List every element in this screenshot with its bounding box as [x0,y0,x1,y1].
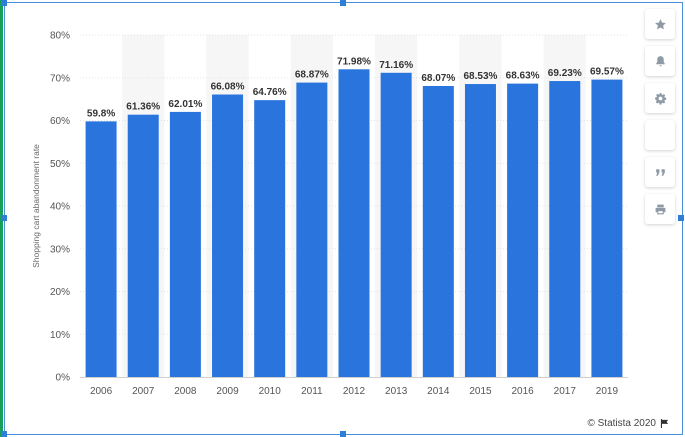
y-tick-label: 30% [50,244,70,255]
data-label: 68.53% [464,71,498,82]
x-tick-label: 2012 [343,386,366,397]
quote-icon [655,168,665,176]
x-tick-label: 2009 [216,386,239,397]
bell-icon [655,55,665,66]
bar[interactable] [212,94,244,378]
x-tick-label: 2011 [301,386,323,397]
data-label: 62.01% [168,99,202,110]
x-tick-label: 2017 [554,386,577,397]
gear-icon [654,92,666,105]
cite-button[interactable] [645,157,675,187]
x-tick-label: 2014 [427,386,450,397]
x-tick-label: 2010 [259,386,282,397]
y-tick-label: 60% [50,116,70,127]
x-axis-ticks: 2006 2007 2008 2009 2010 2011 2012 2013 2014 2015… [90,386,619,397]
share-button[interactable] [645,120,675,150]
print-icon [655,204,665,214]
bar[interactable] [254,100,286,377]
bar[interactable] [549,81,581,377]
data-label: 71.98% [337,56,371,67]
y-tick-label: 20% [50,287,70,298]
data-label: 69.57% [590,67,624,78]
data-label: 69.23% [548,68,582,79]
resize-handle-top[interactable] [340,0,346,6]
y-tick-label: 0% [56,373,71,384]
bar[interactable] [169,111,201,377]
notification-button[interactable] [645,46,675,76]
share-icon [654,129,667,142]
data-label: 68.63% [506,71,540,82]
x-tick-label: 2016 [511,386,534,397]
data-label: 68.07% [421,73,455,84]
data-label: 68.87% [295,70,329,81]
bar[interactable] [296,82,328,377]
resize-handle-bottom[interactable] [340,431,346,437]
data-label: 71.16% [379,60,413,71]
y-tick-label: 80% [50,31,70,42]
x-tick-label: 2013 [385,386,408,397]
flag-icon [660,419,669,428]
data-label: 61.36% [126,102,160,113]
resize-handle-top-left[interactable] [1,0,7,6]
data-label: 64.76% [253,87,287,98]
print-button[interactable] [645,194,675,224]
statista-credit[interactable]: © Statista 2020 [587,418,669,429]
resize-handle-right[interactable] [678,215,684,221]
bar[interactable] [422,86,454,378]
x-tick-label: 2007 [132,386,155,397]
bar[interactable] [464,84,496,378]
x-tick-label: 2008 [174,386,197,397]
resize-handle-bottom-left[interactable] [1,431,7,437]
x-tick-label: 2019 [596,386,619,397]
bar[interactable] [507,83,539,377]
data-label: 59.8% [87,108,115,119]
bar[interactable] [127,114,159,377]
data-labels: 59.8% 61.36% 62.01% 66.08% 64.76% 68.87% 71.98… [87,56,624,119]
credit-text: © Statista 2020 [587,418,656,429]
settings-button[interactable] [645,83,675,113]
resize-handle-left[interactable] [1,215,7,221]
data-label: 66.08% [211,82,245,93]
bar[interactable] [591,79,623,377]
favorite-button[interactable] [645,9,675,39]
bar[interactable] [380,72,412,377]
y-axis-ticks: 0% 10% 20% 30% 40% 50% 60% 70% 80% [50,31,70,384]
y-tick-label: 70% [50,73,70,84]
x-tick-label: 2015 [469,386,492,397]
bars [85,69,623,378]
y-axis-title: Shopping cart abandonment rate [31,144,41,268]
y-tick-label: 40% [50,202,70,213]
y-tick-label: 10% [50,330,70,341]
x-tick-label: 2006 [90,386,113,397]
star-icon [654,18,666,29]
bar[interactable] [85,121,117,377]
bar[interactable] [338,69,370,378]
y-tick-label: 50% [50,159,70,170]
